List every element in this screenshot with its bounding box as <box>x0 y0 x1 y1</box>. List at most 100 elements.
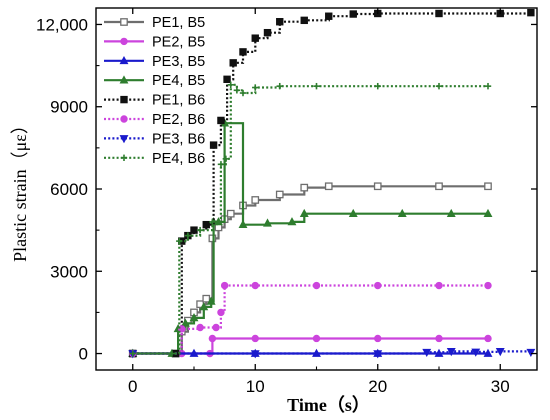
series-pe4-b5-point <box>299 208 309 217</box>
series-pe2-b5-point <box>208 334 217 343</box>
series-pe1-b6-point <box>276 18 284 26</box>
series-pe4-b6-point <box>233 87 241 94</box>
legend-entry-pe1-b6-marker <box>120 95 128 104</box>
series-pe2-b6-point <box>374 281 382 290</box>
series-pe2-b6-point <box>435 281 443 290</box>
series-pe4-b5-point <box>446 208 456 217</box>
series-pe1-b6-point <box>349 10 357 18</box>
legend-entry-pe3-b6: PE3, B6 <box>104 131 205 147</box>
series-pe2-b5-point <box>484 334 492 343</box>
series-pe4-b5-point <box>397 208 407 217</box>
series-pe3-b6-point <box>471 348 481 357</box>
legend-entry-pe3-b6-label: PE3, B6 <box>152 131 205 147</box>
series-pe3-b6-point <box>250 350 260 359</box>
axes: 0 10 20 30 0 3000 6000 9000 12,000 <box>36 7 538 396</box>
series-pe4-b5-point <box>206 296 216 305</box>
series-pe1-b6-point <box>263 28 272 37</box>
series-pe2-b6-point <box>217 308 225 317</box>
series-pe4-b6-point <box>217 161 225 168</box>
legend-entry-pe2-b6-marker <box>120 115 128 123</box>
legend-entry-pe1-b5-marker <box>120 18 128 26</box>
series-pe1-b5-point <box>435 182 443 191</box>
series-pe1-b6-point <box>190 226 198 234</box>
series-pe2-b6 <box>129 281 492 358</box>
x-tick-label: 20 <box>368 377 387 396</box>
series-pe1-b6-point <box>223 75 231 84</box>
series-pe4-b6-point <box>168 350 176 357</box>
legend-entry-pe1-b5: PE1, B5 <box>104 15 205 31</box>
series-pe1-b5-point <box>251 196 260 204</box>
series-pe4-b6-point <box>374 82 381 90</box>
series-pe2-b6-point <box>212 323 220 332</box>
series-pe1-b5-point <box>484 182 492 191</box>
series-pe4-b6-point <box>313 82 320 90</box>
series-pe4-b5-point <box>263 218 272 227</box>
series-pe4-b6-point <box>196 226 204 234</box>
legend-entry-pe2-b6-label: PE2, B6 <box>152 112 205 128</box>
x-tick-label: 30 <box>491 377 510 396</box>
series-pe4-b6-point <box>252 84 259 91</box>
legend: PE1, B5 PE2, B5 PE3, B5 PE4, B5 PE1, B6 PE2, … <box>104 15 205 167</box>
legend-entry-pe4-b6: PE4, B6 <box>104 151 205 167</box>
y-tick-label: 3000 <box>50 262 88 281</box>
legend-entry-pe4-b6-marker <box>120 154 128 161</box>
legend-entry-pe1-b6: PE1, B6 <box>104 93 205 109</box>
series-pe4-b6-point <box>209 218 216 226</box>
x-axis-title: Time（s） <box>287 395 370 415</box>
series-pe4-b5-point <box>238 219 248 228</box>
series-pe4-b6-point <box>276 82 283 90</box>
series-pe3-b6-point <box>495 348 505 357</box>
series-pe4-b6-point <box>484 82 492 90</box>
series-pe4-b6-point <box>176 237 183 245</box>
series-pe2-b6-point <box>220 281 229 290</box>
series-pe2-b5-point <box>435 334 443 343</box>
legend-entry-pe2-b5: PE2, B5 <box>104 34 205 50</box>
y-tick-label: 0 <box>79 345 88 364</box>
series-pe1-b6-point <box>435 9 443 18</box>
series-pe4-b6-point <box>239 89 247 97</box>
series-pe2-b5-point <box>251 334 259 343</box>
y-tick-label: 12,000 <box>36 15 88 34</box>
series-pe1-b6-point <box>251 34 259 42</box>
series-pe1-b6-point <box>229 59 237 67</box>
series-pe1-b6-point <box>209 141 218 149</box>
series-pe4-b5-point <box>180 318 190 327</box>
legend-entry-pe4-b5: PE4, B5 <box>104 73 205 89</box>
series-pe4-b5-point <box>348 208 358 217</box>
legend-entry-pe3-b5: PE3, B5 <box>104 54 205 70</box>
legend-entry-pe4-b5-marker <box>119 75 129 84</box>
series-pe1-b5-point <box>324 182 333 191</box>
legend-entry-pe4-b6-label: PE4, B6 <box>152 151 205 167</box>
series-pe4-b6-point <box>435 82 443 90</box>
series-pe1-b6-point <box>239 48 247 56</box>
series-pe2-b6-point <box>484 281 492 290</box>
plot-area <box>128 8 536 359</box>
legend-entry-pe1-b5-label: PE1, B5 <box>152 15 205 31</box>
series-pe1-b5-point <box>373 182 382 191</box>
legend-entry-pe2-b5-marker <box>120 37 128 46</box>
series-pe4-b6 <box>129 81 492 357</box>
series-pe2-b6-point <box>196 323 204 332</box>
series-pe2-b6-point <box>312 281 321 290</box>
series-pe3-b6-point <box>373 350 383 359</box>
series-pe1-b5-point <box>300 183 309 192</box>
y-axis-title: Plastic strain（με） <box>10 116 30 262</box>
series-pe1-b5-point <box>226 209 235 218</box>
series-layer <box>128 8 536 359</box>
series-pe2-b6-point <box>251 281 259 290</box>
series-pe2-b5-point <box>374 334 382 343</box>
series-pe1-b5-point <box>202 294 211 303</box>
series-pe2-b5-point <box>312 334 321 343</box>
legend-entry-pe3-b6-marker <box>119 135 129 144</box>
series-pe4-b5-point <box>199 302 209 311</box>
series-pe3-b6-point <box>422 348 432 358</box>
series-pe4-b6-point <box>129 350 136 357</box>
series-pe4-b6-point <box>222 155 230 163</box>
series-pe3-b6-point <box>446 348 456 357</box>
series-pe1-b6-point <box>325 12 333 20</box>
legend-entry-pe2-b5-label: PE2, B5 <box>152 34 205 50</box>
series-pe3-b6-point <box>526 348 536 358</box>
x-tick-label: 0 <box>128 377 137 396</box>
series-pe4-b5-point <box>287 217 297 226</box>
